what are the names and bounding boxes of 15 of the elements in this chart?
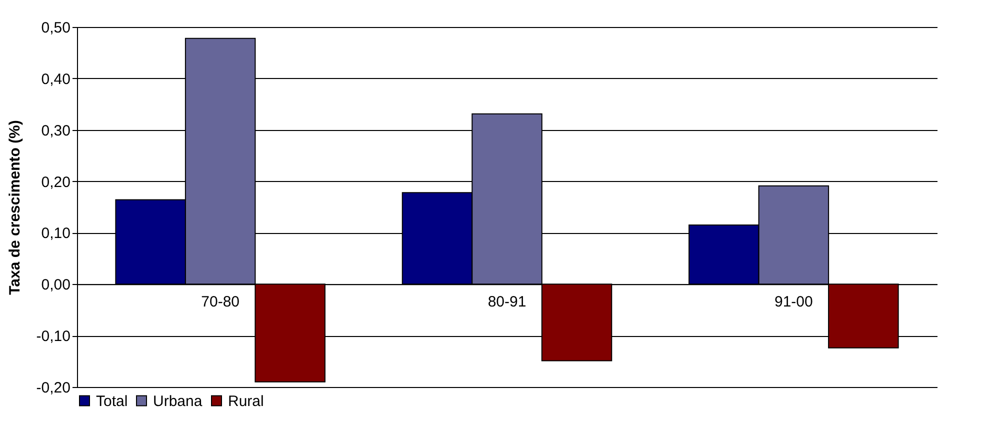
y-tick-label: 0,40 <box>41 70 70 88</box>
x-tick-label: 70-80 <box>201 294 240 311</box>
y-tick-label: -0,10 <box>36 328 70 346</box>
y-tick-label: 0,50 <box>41 20 70 36</box>
y-tick-label: 0,00 <box>41 276 70 294</box>
legend-label: Rural <box>228 392 264 410</box>
legend-label: Urbana <box>153 392 203 410</box>
y-tick-label: 0,10 <box>41 225 70 242</box>
x-tick-label: 91-00 <box>774 294 813 311</box>
y-tick-label: -0,20 <box>36 380 70 396</box>
y-tick-label: 0,20 <box>41 174 70 191</box>
y-tick-label: 0,30 <box>41 122 70 140</box>
y-axis-title: Taxa de crescimento (%) <box>6 120 24 295</box>
legend-label: Total <box>96 392 128 410</box>
x-tick-label: 80-91 <box>488 294 526 311</box>
